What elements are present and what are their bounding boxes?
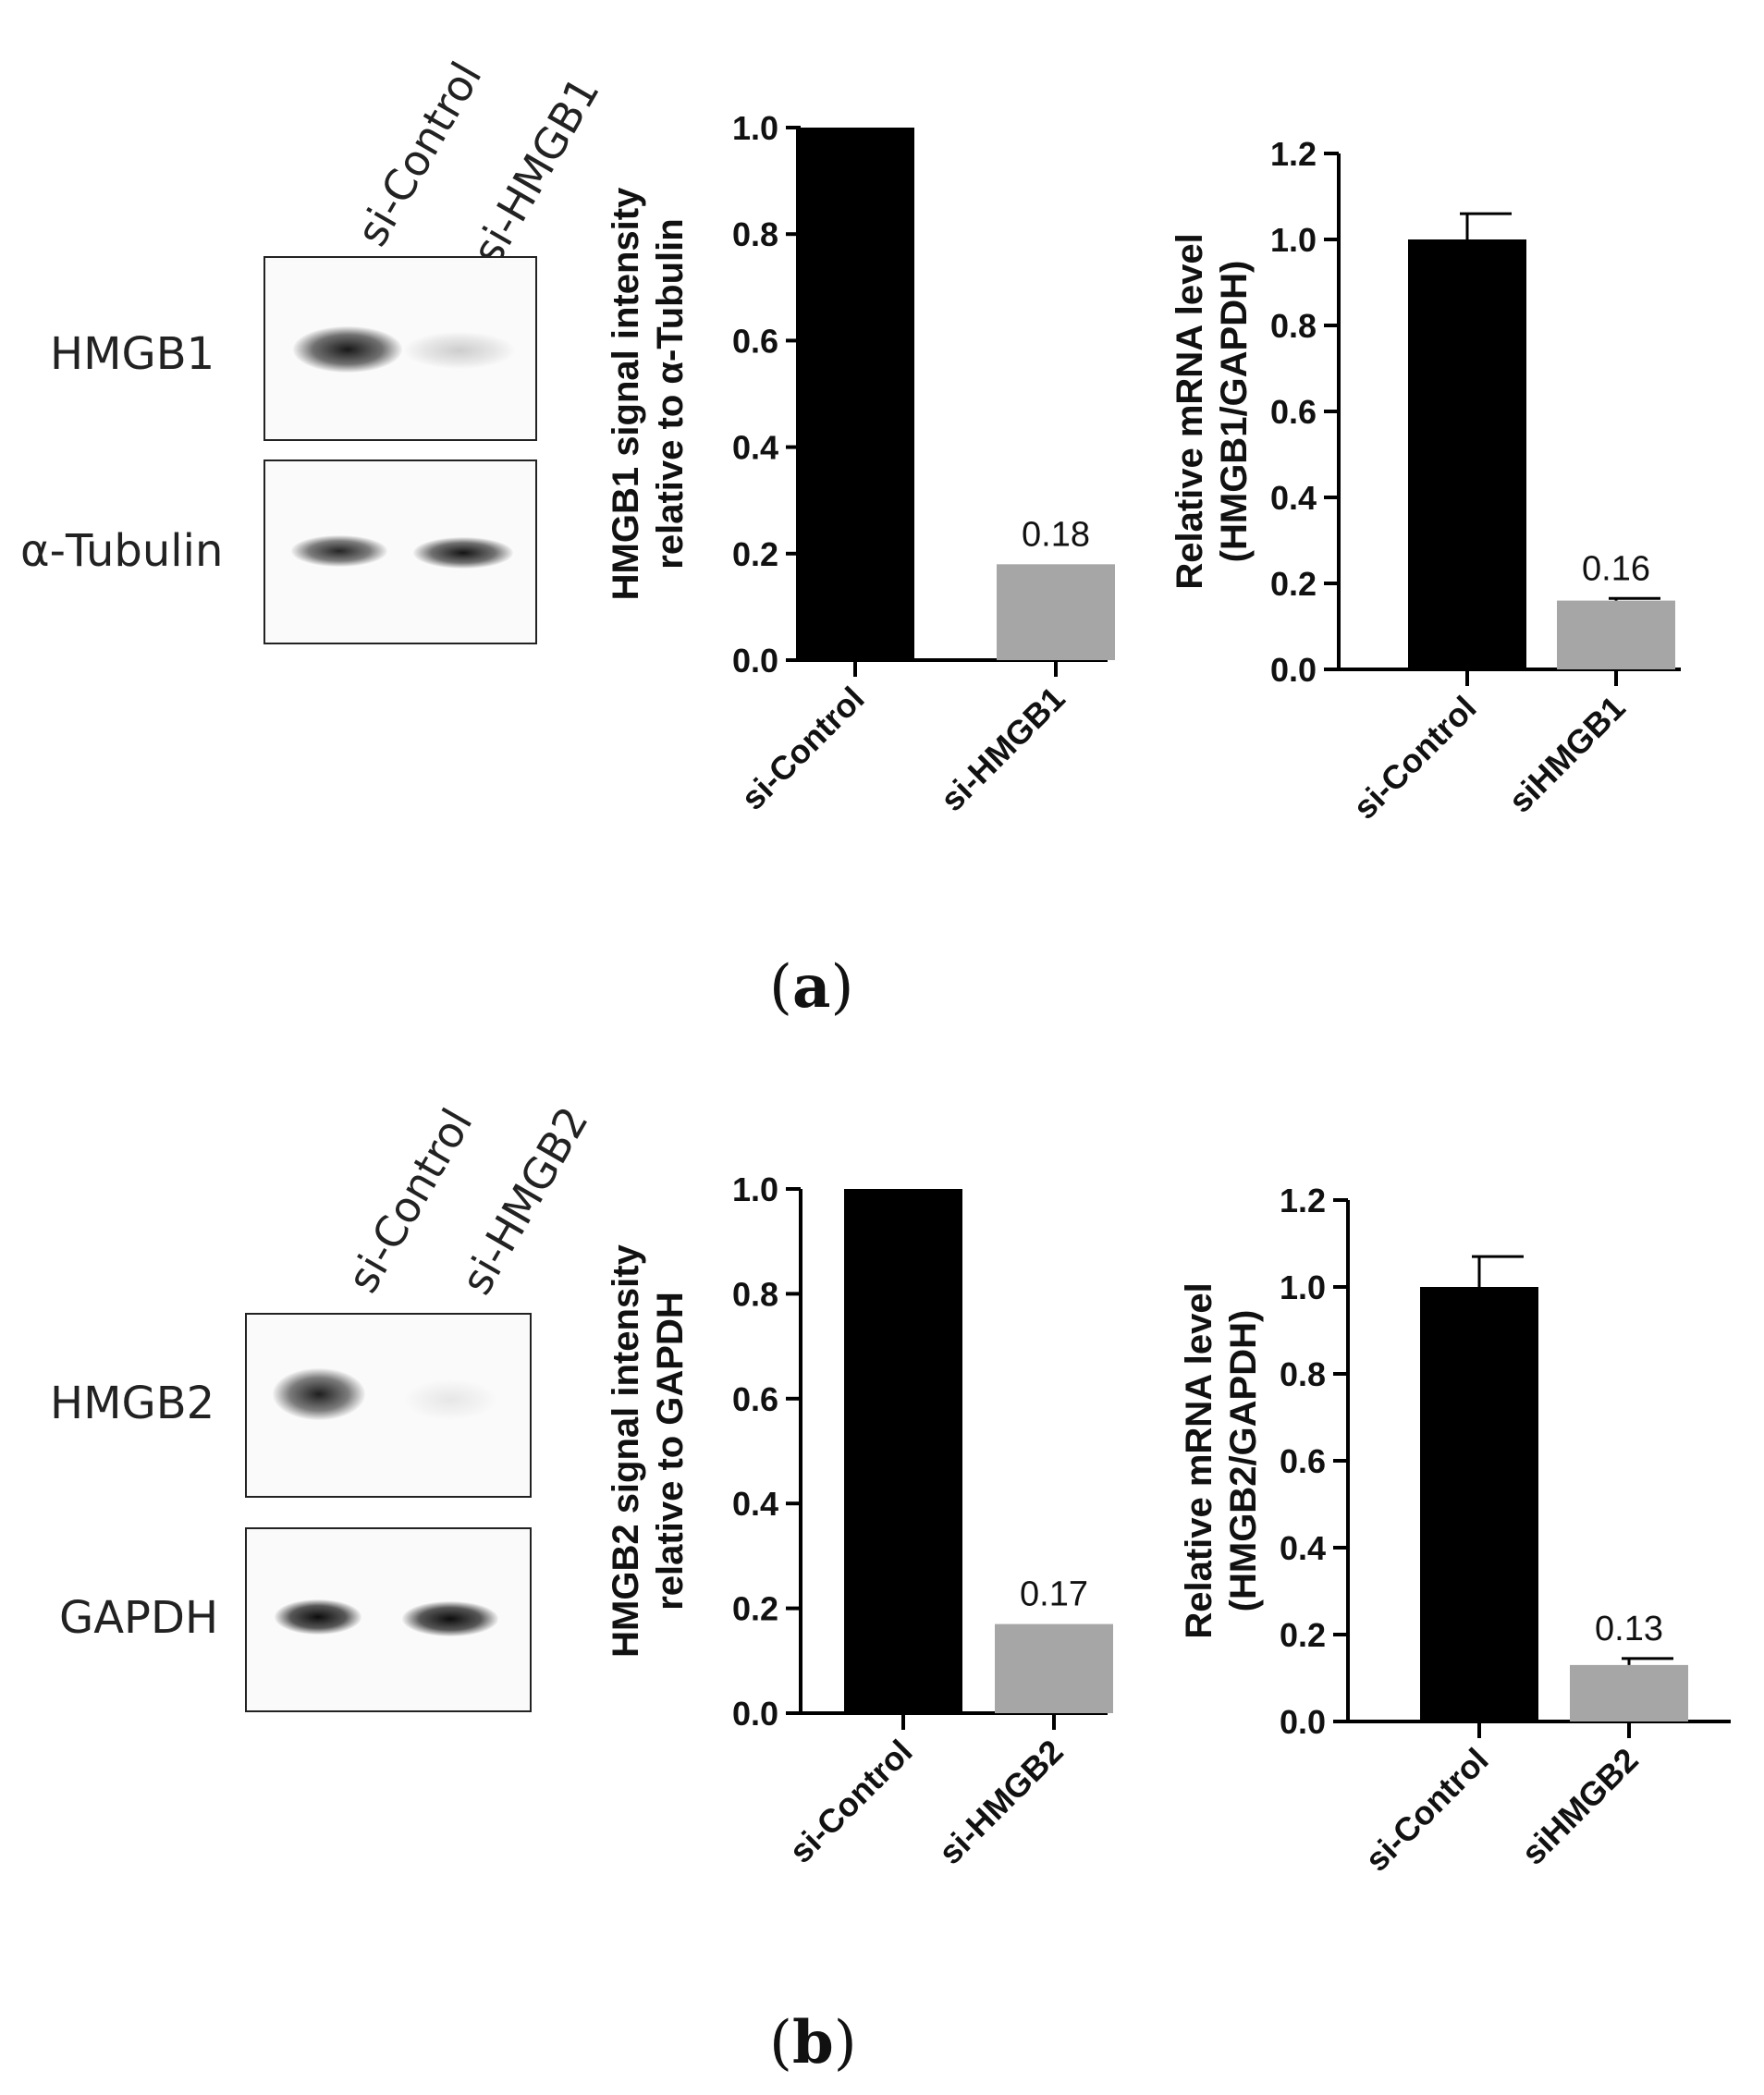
y-tick-label: 0.2 <box>1280 1616 1326 1654</box>
bar <box>997 564 1115 660</box>
x-tick-label: si-Control <box>781 1733 919 1870</box>
y-tick-label: 1.0 <box>732 1170 778 1208</box>
y-axis-title: Relative mRNA level <box>1170 233 1210 589</box>
panel-label-a: (a) <box>769 952 854 1022</box>
y-tick-label: 0.6 <box>1270 393 1317 431</box>
y-tick-label: 0.6 <box>732 1380 778 1418</box>
blot-box <box>245 1527 532 1712</box>
y-tick-label: 0.8 <box>1270 307 1317 345</box>
blot-row-label: HMGB1 <box>50 328 215 380</box>
data-label: 0.18 <box>1022 515 1090 554</box>
x-tick-label: siHMGB1 <box>1501 689 1633 820</box>
y-tick-label: 0.0 <box>732 642 778 680</box>
bar <box>1570 1664 1688 1721</box>
x-tick-label: si-Control <box>1357 1741 1495 1879</box>
y-axis-title: relative to α-Tubulin <box>650 218 691 569</box>
data-label: 0.16 <box>1582 549 1650 588</box>
y-tick-label: 0.4 <box>1280 1529 1326 1567</box>
y-tick-label: 0.4 <box>1270 479 1317 517</box>
y-tick-label: 0.0 <box>1280 1703 1326 1741</box>
y-tick-label: 0.4 <box>732 1485 778 1523</box>
blot-row-label: α-Tubulin <box>20 525 224 577</box>
protein-band <box>402 1601 498 1636</box>
data-label: 0.17 <box>1020 1575 1088 1614</box>
protein-band <box>293 326 402 373</box>
y-tick-label: 0.8 <box>732 215 778 253</box>
y-axis-title: HMGB2 signal intensity <box>606 1244 646 1657</box>
x-tick-label: si-Control <box>1345 689 1483 827</box>
bar <box>796 128 914 660</box>
bar <box>1557 600 1675 669</box>
protein-band <box>291 535 387 567</box>
y-tick-label: 0.2 <box>732 1590 778 1628</box>
x-tick-label: si-Control <box>733 680 871 817</box>
y-tick-label: 1.0 <box>1270 221 1317 259</box>
y-tick-label: 0.6 <box>1280 1442 1326 1480</box>
y-tick-label: 0.2 <box>732 535 778 573</box>
protein-band <box>413 537 513 569</box>
y-tick-label: 1.0 <box>732 109 778 147</box>
blot-box <box>245 1313 532 1498</box>
y-tick-label: 0.8 <box>732 1275 778 1313</box>
y-tick-label: 1.2 <box>1280 1182 1326 1219</box>
y-tick-label: 1.2 <box>1270 135 1317 173</box>
protein-band <box>404 332 515 369</box>
blot-box <box>263 459 537 644</box>
protein-band <box>273 1368 365 1420</box>
x-tick-label: siHMGB2 <box>1514 1741 1646 1872</box>
panel-letter: b <box>791 2008 834 2077</box>
data-label: 0.13 <box>1595 1610 1663 1648</box>
bar <box>844 1189 962 1713</box>
protein-band <box>404 1379 496 1420</box>
y-tick-label: 0.0 <box>732 1695 778 1733</box>
bar <box>1408 239 1526 669</box>
y-axis-title: relative to GAPDH <box>650 1292 691 1611</box>
y-axis-title: (HMGB2/GAPDH) <box>1223 1310 1264 1612</box>
y-tick-label: 1.0 <box>1280 1268 1326 1306</box>
x-tick-label: si-HMGB2 <box>931 1733 1071 1872</box>
y-axis-title: Relative mRNA level <box>1179 1282 1219 1638</box>
y-axis-title: (HMGB1/GAPDH) <box>1214 261 1255 563</box>
y-tick-label: 0.0 <box>1270 651 1317 689</box>
protein-band <box>275 1599 361 1635</box>
bar <box>1420 1287 1538 1721</box>
y-tick-label: 0.4 <box>732 429 778 467</box>
blot-row-label: HMGB2 <box>50 1378 215 1429</box>
blot-box <box>263 256 537 441</box>
y-tick-label: 0.6 <box>732 322 778 360</box>
y-tick-label: 0.8 <box>1280 1355 1326 1393</box>
y-tick-label: 0.2 <box>1270 565 1317 603</box>
panel-label-b: (b) <box>769 2008 857 2077</box>
x-tick-label: si-HMGB1 <box>933 680 1072 819</box>
panel-letter: a <box>791 952 831 1022</box>
blot-row-label: GAPDH <box>59 1592 219 1644</box>
bar <box>995 1623 1113 1713</box>
y-axis-title: HMGB1 signal intensity <box>606 187 646 600</box>
